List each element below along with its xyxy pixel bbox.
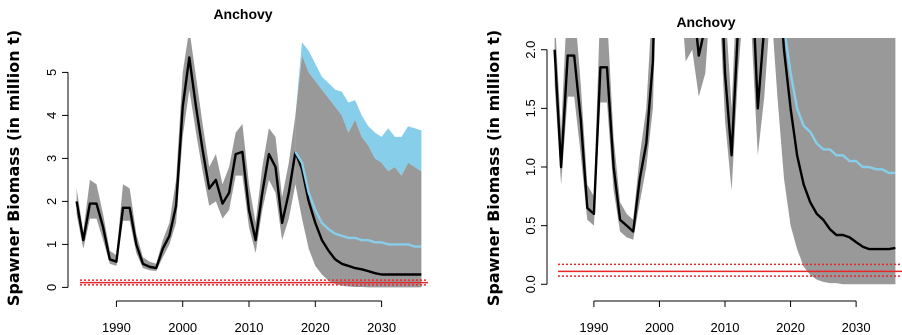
x-tick-label: 2020 [776, 320, 805, 335]
band-historical_interval [76, 38, 296, 272]
y-tick-label: 5 [44, 69, 59, 76]
x-tick-label: 2000 [645, 320, 674, 335]
y-axis-label: Spawner Biomass (in million t) [4, 30, 23, 306]
y-tick-label: 1 [44, 241, 59, 248]
x-tick-label: 2010 [235, 320, 264, 335]
band-projection_interval_alt [295, 42, 422, 176]
series-line-historical_median [75, 56, 297, 270]
y-tick-label: 2.0 [523, 41, 538, 59]
band-projection_interval [773, 38, 896, 285]
y-tick-label: 4 [44, 112, 59, 119]
band-projection_interval [295, 55, 422, 288]
y-tick-label: 2 [44, 198, 59, 205]
y-tick-label: 0 [44, 284, 59, 291]
x-tick-label: 1990 [579, 320, 608, 335]
chart-title: Anchovy [213, 6, 272, 22]
series-line-historical_median [553, 38, 765, 233]
y-tick-label: 3 [44, 155, 59, 162]
series-line-projection_median [781, 38, 896, 251]
x-tick-label: 2010 [711, 320, 740, 335]
x-tick-label: 2030 [367, 320, 396, 335]
y-axis-label: Spawner Biomass (in million t) [484, 30, 503, 306]
series-line-projection_median_alt [294, 151, 422, 248]
series-line-projection_median_alt [784, 38, 896, 175]
chart-panel-right: Anchovy Spawner Biomass (in million t) 1… [484, 14, 902, 335]
y-tick-label: 0.0 [523, 275, 538, 293]
x-tick-label: 2000 [168, 320, 197, 335]
x-tick-label: 2030 [842, 320, 871, 335]
x-tick-label: 2020 [301, 320, 330, 335]
y-tick-label: 1.0 [523, 158, 538, 176]
y-tick-label: 1.5 [523, 99, 538, 117]
series-line-projection_median [294, 151, 422, 276]
y-tick-label: 0.5 [523, 217, 538, 235]
x-tick-label: 1990 [102, 320, 131, 335]
chart-title: Anchovy [676, 14, 735, 30]
chart-panel-left: Anchovy Spawner Biomass (in million t) 1… [4, 6, 428, 335]
